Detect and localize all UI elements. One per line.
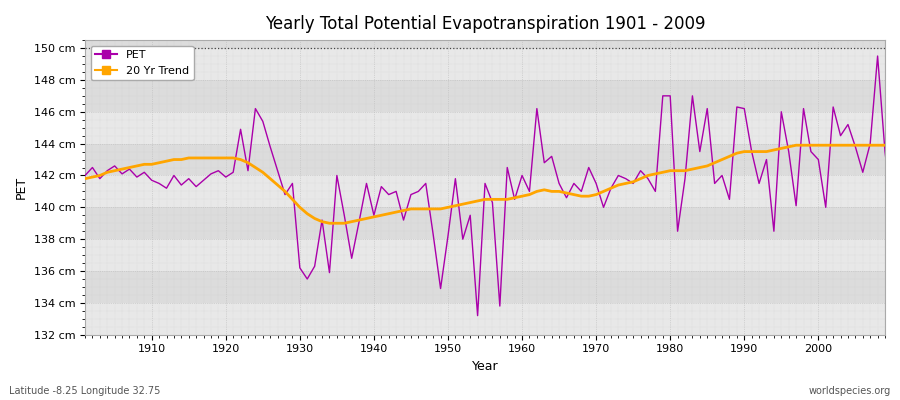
Text: worldspecies.org: worldspecies.org bbox=[809, 386, 891, 396]
Text: Latitude -8.25 Longitude 32.75: Latitude -8.25 Longitude 32.75 bbox=[9, 386, 160, 396]
Y-axis label: PET: PET bbox=[15, 176, 28, 199]
Bar bbox=[85, 48, 885, 80]
Title: Yearly Total Potential Evapotranspiration 1901 - 2009: Yearly Total Potential Evapotranspiratio… bbox=[265, 15, 706, 33]
Bar bbox=[85, 176, 885, 207]
Bar bbox=[85, 112, 885, 144]
Bar bbox=[85, 239, 885, 271]
Bar bbox=[85, 303, 885, 335]
Legend: PET, 20 Yr Trend: PET, 20 Yr Trend bbox=[91, 46, 194, 80]
X-axis label: Year: Year bbox=[472, 360, 499, 373]
